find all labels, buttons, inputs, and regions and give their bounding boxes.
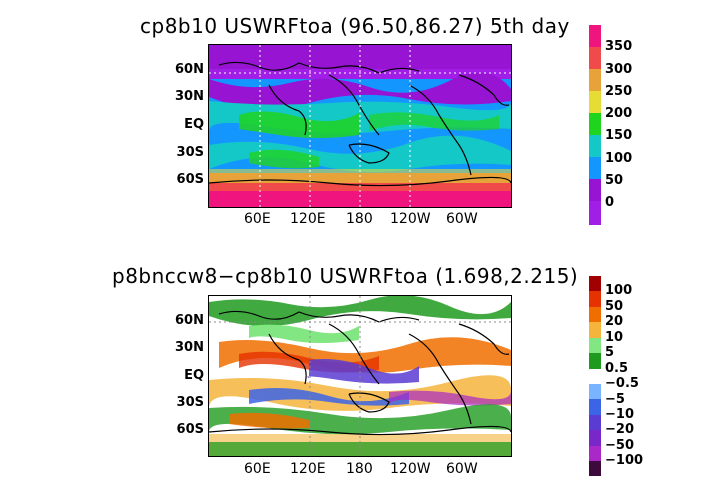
top-lon-label-180: 180 — [346, 211, 373, 227]
bottom-lon-label-60w: 60W — [446, 461, 478, 477]
bottom-colorbar-swatch — [589, 461, 601, 476]
bottom-colorbar-swatch — [589, 291, 601, 307]
bottom-colorbar-swatch — [589, 322, 601, 338]
top-map-plot — [208, 44, 512, 208]
top-colorbar-label: 250 — [605, 84, 633, 99]
top-colorbar-label: 0 — [605, 195, 615, 210]
bottom-colorbar-label: 0.5 — [605, 361, 629, 376]
top-colorbar-label: 300 — [605, 62, 633, 77]
top-colorbar-swatch — [589, 47, 601, 69]
top-colorbar-label: 100 — [605, 151, 633, 166]
bottom-map-field — [209, 296, 511, 456]
top-lon-label-120e: 120E — [290, 211, 326, 227]
bottom-colorbar-swatch — [589, 276, 601, 291]
top-colorbar-swatch — [589, 157, 601, 179]
top-map-field — [209, 45, 511, 207]
bottom-colorbar-swatch — [589, 353, 601, 369]
top-lon-label-120w: 120W — [390, 211, 431, 227]
bottom-colorbar-swatch — [589, 369, 601, 384]
top-lon-label-60e: 60E — [244, 211, 271, 227]
bottom-colorbar-label: 20 — [605, 314, 624, 329]
bottom-lon-label-180: 180 — [346, 461, 373, 477]
bottom-colorbar-swatch — [589, 446, 601, 461]
top-colorbar-swatch — [589, 91, 601, 113]
bottom-lat-label-60s: 60S — [176, 422, 204, 437]
top-colorbar-label: 50 — [605, 173, 624, 188]
bottom-colorbar-swatch — [589, 384, 601, 399]
top-colorbar-label: 200 — [605, 106, 633, 121]
bottom-lon-label-120w: 120W — [390, 461, 431, 477]
top-lon-label-60w: 60W — [446, 211, 478, 227]
top-lat-label-30n: 30N — [175, 89, 204, 104]
bottom-colorbar-label: −10 — [605, 407, 634, 422]
top-colorbar-swatch — [589, 179, 601, 201]
bottom-colorbar-label: 10 — [605, 330, 624, 345]
bottom-colorbar-swatch — [589, 430, 601, 446]
top-lat-label-eq: EQ — [184, 117, 204, 132]
bottom-colorbar-label: 50 — [605, 299, 624, 314]
bottom-colorbar-swatch — [589, 307, 601, 322]
bottom-colorbar-swatch — [589, 399, 601, 415]
bottom-colorbar-label: −100 — [605, 453, 644, 468]
top-colorbar-swatch — [589, 201, 601, 225]
top-lat-label-30s: 30S — [176, 145, 204, 160]
bottom-lat-label-60n: 60N — [175, 313, 204, 328]
bottom-colorbar-label: −20 — [605, 422, 634, 437]
bottom-colorbar-label: 5 — [605, 345, 615, 360]
top-colorbar-label: 150 — [605, 128, 633, 143]
top-colorbar-swatch — [589, 69, 601, 91]
top-map-title: cp8b10 USWRFtoa (96.50,86.27) 5th day — [140, 14, 570, 38]
bottom-colorbar-label: −50 — [605, 438, 634, 453]
top-lat-label-60n: 60N — [175, 62, 204, 77]
bottom-lon-label-120e: 120E — [290, 461, 326, 477]
bottom-colorbar-swatch — [589, 338, 601, 353]
bottom-lat-label-30s: 30S — [176, 395, 204, 410]
top-colorbar-label: 350 — [605, 39, 633, 54]
bottom-map-title: p8bnccw8−cp8b10 USWRFtoa (1.698,2.215) — [112, 264, 579, 288]
bottom-colorbar-swatch — [589, 415, 601, 430]
top-colorbar-swatch — [589, 113, 601, 135]
top-colorbar-swatch — [589, 135, 601, 157]
top-colorbar-swatch — [589, 25, 601, 47]
bottom-colorbar-label: −5 — [605, 392, 625, 407]
bottom-map-plot — [208, 295, 512, 457]
bottom-lat-label-eq: EQ — [184, 368, 204, 383]
bottom-colorbar-label: −0.5 — [605, 376, 639, 391]
top-lat-label-60s: 60S — [176, 172, 204, 187]
bottom-lat-label-30n: 30N — [175, 340, 204, 355]
bottom-colorbar-label: 100 — [605, 283, 633, 298]
bottom-lon-label-60e: 60E — [244, 461, 271, 477]
